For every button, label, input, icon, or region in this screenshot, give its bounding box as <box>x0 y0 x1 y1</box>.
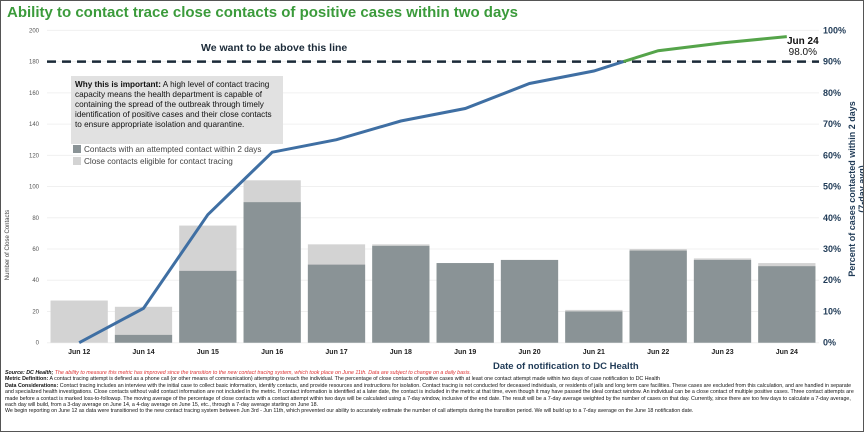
y-right-tick-label: 50% <box>823 182 841 192</box>
line-series-above-target <box>623 35 787 64</box>
bar-attempted <box>758 266 816 343</box>
line-series-below-target <box>78 60 624 345</box>
x-tick-label: Jun 19 <box>454 349 476 356</box>
end-annotation-date: Jun 24 <box>787 36 819 47</box>
bar-eligible <box>50 300 108 343</box>
x-tick-label: Jun 21 <box>583 349 605 356</box>
y-right-tick-label: 100% <box>823 25 846 35</box>
y-axis-left-title: Number of Close Contacts <box>5 209 11 281</box>
y-tick-label: 200 <box>29 28 40 34</box>
metric-text: A contact tracing attempt is defined as … <box>49 376 661 383</box>
info-box: Why this is important: A high level of c… <box>71 76 283 144</box>
bar-attempted <box>307 264 366 343</box>
bar-attempted <box>114 334 173 343</box>
x-tick-label: Jun 14 <box>132 349 154 356</box>
x-tick-label: Jun 24 <box>776 349 798 356</box>
y-right-tick-label: 0% <box>823 338 836 348</box>
y-tick-label: 20 <box>32 309 39 315</box>
x-tick-label: Jun 17 <box>325 349 347 356</box>
chart-title: Ability to contact trace close contacts … <box>7 4 518 21</box>
y-tick-label: 100 <box>29 185 40 191</box>
x-axis-title: Date of notification to DC Health <box>493 361 639 372</box>
y-right-tick-label: 30% <box>823 244 841 254</box>
source-note: The ability to measure this metric has i… <box>54 370 471 376</box>
x-tick-label: Jun 15 <box>197 349 219 356</box>
y-tick-label: 40 <box>32 278 39 284</box>
source-line: Source: DC Health; The ability to measur… <box>5 370 857 376</box>
legend-swatch <box>73 157 81 165</box>
bar-attempted <box>372 245 430 343</box>
bar-attempted <box>565 311 623 343</box>
legend: Contacts with an attempted contact withi… <box>73 144 262 168</box>
legend-swatch <box>73 145 81 153</box>
y-tick-label: 80 <box>32 216 39 222</box>
x-tick-label: Jun 18 <box>390 349 412 356</box>
x-tick-label: Jun 12 <box>68 349 90 356</box>
y-axis-right-title: Percent of cases contacted within 2 days… <box>847 101 864 277</box>
y-right-tick-label: 60% <box>823 150 841 160</box>
y-right-tick-label: 90% <box>823 57 841 67</box>
legend-item-attempted: Contacts with an attempted contact withi… <box>73 144 262 156</box>
y-tick-label: 120 <box>29 153 40 159</box>
x-tick-label: Jun 23 <box>711 349 733 356</box>
footer-notes: Source: DC Health; The ability to measur… <box>5 370 857 415</box>
y-right-tick-label: 40% <box>823 213 841 223</box>
bar-attempted <box>629 250 687 343</box>
x-tick-label: Jun 20 <box>518 349 540 356</box>
bar-attempted <box>500 259 559 343</box>
y-tick-label: 180 <box>29 60 40 66</box>
bar-attempted <box>243 202 301 343</box>
y-right-tick-label: 80% <box>823 88 841 98</box>
data-label: Data Considerations: <box>5 382 59 389</box>
metric-label: Metric Definition: <box>5 376 49 383</box>
legend-label: Contacts with an attempted contact withi… <box>84 145 262 154</box>
bar-attempted <box>693 259 752 343</box>
reporting-note: We begin reporting on June 12 as data we… <box>5 408 694 415</box>
data-considerations: Data Considerations: Contact tracing inc… <box>5 383 857 409</box>
y-right-tick-label: 20% <box>823 275 841 285</box>
data-text: Contact tracing includes an interview wi… <box>5 382 854 409</box>
legend-label: Close contacts eligible for contact trac… <box>84 157 233 166</box>
y-tick-label: 140 <box>29 122 40 128</box>
bar-attempted <box>436 263 494 343</box>
y-right-tick-label: 10% <box>823 306 841 316</box>
bar-attempted <box>179 270 237 343</box>
end-annotation-value: 98.0% <box>788 47 818 58</box>
y-tick-label: 0 <box>36 341 40 347</box>
x-tick-label: Jun 22 <box>647 349 669 356</box>
legend-item-eligible: Close contacts eligible for contact trac… <box>73 156 262 168</box>
metric-definition: Metric Definition: A contact tracing att… <box>5 376 857 382</box>
y-right-tick-label: 70% <box>823 119 841 129</box>
x-tick-label: Jun 16 <box>261 349 283 356</box>
info-heading: Why this is important: <box>75 80 161 89</box>
end-annotation: Jun 24 98.0% <box>787 36 819 58</box>
info-text: A high level of contact tracing capacity… <box>75 80 272 129</box>
source-label: Source: DC Health; <box>5 370 54 376</box>
target-line-label: We want to be above this line <box>201 42 348 54</box>
y-tick-label: 160 <box>29 91 40 97</box>
y-tick-label: 60 <box>32 247 39 253</box>
